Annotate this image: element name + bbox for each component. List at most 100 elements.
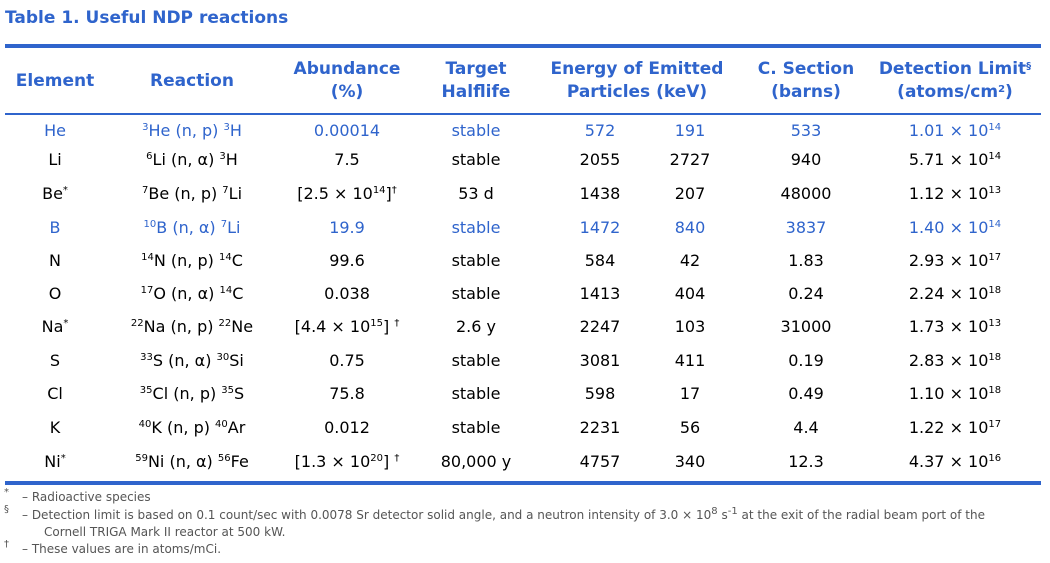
abundance-value: 0.012 (324, 418, 370, 437)
element-symbol: Li (48, 150, 62, 169)
target-mass: 10 (143, 219, 157, 230)
footnote-mark: † (4, 539, 9, 550)
energy-cell: 207 (674, 184, 706, 203)
cross-section-cell: 0.49 (788, 384, 824, 403)
product-symbol: C (232, 284, 244, 303)
energy-cell: 3081 (579, 351, 621, 370)
energy-cell: 42 (679, 251, 701, 270)
reaction-type: (n, α) (172, 218, 216, 237)
detection-limit-exponent: 18 (988, 385, 1002, 396)
element-cell: K (50, 418, 61, 438)
table-title: Table 1. Useful NDP reactions (5, 8, 289, 28)
abundance-cell: 0.012 (324, 418, 370, 438)
product-symbol: Si (229, 351, 244, 370)
abundance-value: 99.6 (329, 251, 365, 270)
header-halflife: Target Halflife (441, 59, 511, 102)
product-mass: 14 (218, 252, 232, 263)
product-mass: 7 (220, 219, 228, 230)
bottom-rule (5, 481, 1041, 485)
energy-cell: 598 (584, 384, 616, 403)
abundance-cell: [2.5 × 1014]† (297, 184, 397, 204)
abundance-value: [2.5 × 10 (297, 184, 373, 203)
reaction-type: (n, p) (173, 384, 217, 403)
reaction-cell: 40K (n, p) 40Ar (139, 418, 246, 438)
reaction-type: (n, α) (168, 351, 212, 370)
halflife-cell: stable (451, 284, 501, 303)
element-mark: * (62, 185, 68, 196)
reaction-cell: 33S (n, α) 30Si (140, 351, 244, 371)
detection-limit-cell: 2.83 × 1018 (909, 351, 1001, 371)
detection-limit-value: 1.12 × 10 (908, 184, 989, 203)
element-cell: Na* (42, 317, 69, 337)
header-element: Element (15, 71, 95, 91)
product-symbol: Fe (230, 452, 249, 471)
energy-cell: 840 (674, 218, 706, 237)
element-symbol: S (49, 351, 61, 370)
energy-cell: 572 (584, 121, 616, 140)
target-mass: 6 (146, 151, 153, 162)
reaction-cell: 10B (n, α) 7Li (144, 218, 241, 238)
energy-cell: 340 (674, 452, 706, 471)
energy-cell: 2055 (579, 150, 621, 169)
halflife-cell: stable (451, 351, 501, 370)
detection-limit-exponent: 18 (988, 285, 1002, 296)
target-mass: 22 (130, 318, 144, 329)
abundance-exponent: 15 (370, 318, 384, 329)
abundance-value: 19.9 (329, 218, 365, 237)
abundance-exponent: 14 (372, 185, 386, 196)
abundance-close: ] (383, 452, 395, 471)
footnote-mark: * (4, 487, 9, 498)
detection-limit-value: 1.22 × 10 (908, 418, 989, 437)
detection-limit-value: 1.73 × 10 (908, 317, 989, 336)
halflife-cell: stable (451, 251, 501, 270)
product-symbol: H (229, 121, 242, 140)
header-detection-limit: Detection Limit§ (atoms/cm2) (878, 59, 1032, 102)
abundance-cell: [4.4 × 1015] † (295, 317, 400, 337)
abundance-cell: 75.8 (329, 384, 365, 404)
target-symbol: He (148, 121, 171, 140)
abundance-close: ] (383, 317, 395, 336)
reaction-type: (n, p) (175, 121, 219, 140)
element-symbol: Na (41, 317, 64, 336)
cross-section-cell: 3837 (785, 218, 827, 237)
detection-limit-exponent: 17 (988, 252, 1002, 263)
abundance-cell: 0.75 (329, 351, 365, 371)
detection-limit-cell: 1.12 × 1013 (909, 184, 1001, 204)
detection-limit-value: 5.71 × 10 (908, 150, 989, 169)
energy-cell: 1438 (579, 184, 621, 203)
target-symbol: Na (143, 317, 166, 336)
element-mark: * (63, 318, 69, 329)
halflife-cell: stable (451, 218, 501, 237)
target-symbol: Li (152, 150, 166, 169)
detection-limit-cell: 1.22 × 1017 (909, 418, 1001, 438)
target-symbol: K (151, 418, 162, 437)
detection-limit-cell: 4.37 × 1016 (909, 452, 1001, 472)
detection-limit-exponent: 17 (988, 419, 1002, 430)
abundance-exponent: 20 (370, 453, 384, 464)
target-symbol: Be (148, 184, 170, 203)
energy-cell: 2231 (579, 418, 621, 437)
header-reaction: Reaction (150, 71, 234, 91)
abundance-close: ] (385, 184, 392, 203)
energy-cell: 1413 (579, 284, 621, 303)
reaction-type: (n, α) (171, 284, 215, 303)
target-symbol: Cl (152, 384, 169, 403)
cross-section-cell: 12.3 (788, 452, 824, 471)
element-cell: B (50, 218, 61, 238)
element-symbol: He (44, 121, 66, 140)
target-symbol: Ni (147, 452, 165, 471)
halflife-cell: stable (451, 121, 501, 140)
target-mass: 40 (138, 419, 152, 430)
detection-limit-value: 4.37 × 10 (908, 452, 989, 471)
detection-limit-exponent: 14 (988, 151, 1002, 162)
product-mass: 35 (221, 385, 235, 396)
target-mass: 7 (141, 185, 149, 196)
cross-section-cell: 31000 (780, 317, 832, 336)
footnote-text: Cornell TRIGA Mark II reactor at 500 kW. (44, 525, 286, 539)
reaction-type: (n, α) (170, 150, 215, 169)
product-mass: 30 (216, 352, 230, 363)
reaction-type: (n, α) (169, 452, 213, 471)
abundance-cell: 0.038 (324, 284, 370, 304)
cross-section-cell: 940 (790, 150, 822, 169)
abundance-mark: † (391, 185, 397, 196)
